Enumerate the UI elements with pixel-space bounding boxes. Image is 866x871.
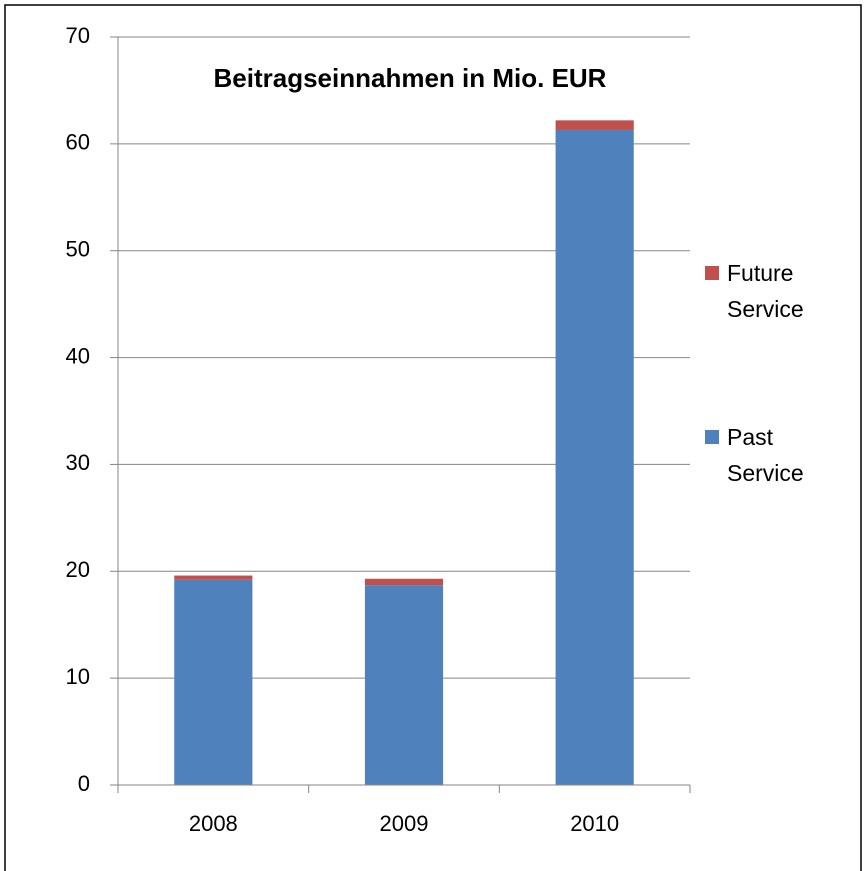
y-tick-label: 20 [66,557,90,582]
axes: 0 10 20 30 40 50 60 70 2008 2009 2010 [66,23,691,836]
legend-swatch [705,266,719,280]
bar-segment [174,575,253,580]
legend-item: Future Service [705,255,825,327]
x-tick-label: 2009 [380,811,429,836]
y-tick-label: 50 [66,237,90,262]
bar-segment [555,129,634,786]
y-tick-label: 30 [66,450,90,475]
legend-label: Past Service [727,424,804,486]
x-tick-label: 2008 [189,811,238,836]
y-tick-label: 10 [66,664,90,689]
bars [174,120,634,786]
bar-segment [174,579,253,785]
legend-label: Future Service [727,260,804,322]
bar-segment [364,585,444,785]
y-tick-label: 60 [66,130,90,155]
bar-segment [364,578,444,586]
y-tick-label: 70 [66,23,90,48]
y-tick-label: 0 [78,771,90,796]
legend-item: Past Service [705,419,825,491]
bar-segment [555,120,634,130]
x-tick-label: 2010 [570,811,619,836]
y-tick-label: 40 [66,343,90,368]
legend-swatch [705,430,719,444]
chart-title: Beitragseinnahmen in Mio. EUR [214,63,607,93]
